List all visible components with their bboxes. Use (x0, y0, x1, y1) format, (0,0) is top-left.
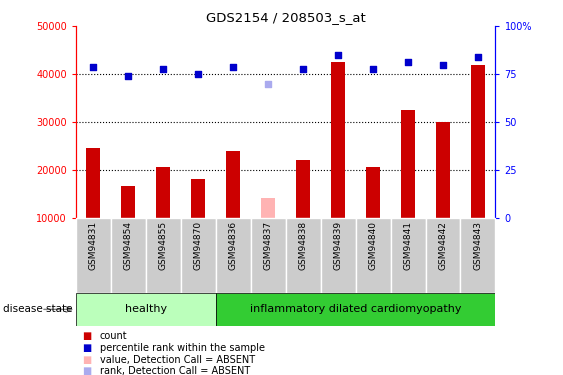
Text: inflammatory dilated cardiomyopathy: inflammatory dilated cardiomyopathy (250, 304, 461, 314)
Text: GSM94855: GSM94855 (159, 221, 168, 270)
Bar (356, 217, 391, 292)
Text: GSM94840: GSM94840 (369, 221, 378, 270)
Text: GSM94842: GSM94842 (439, 221, 448, 270)
Point (229, 64, 238, 70)
Bar (76, 217, 111, 292)
Bar (122, 186, 136, 218)
Bar (251, 217, 286, 292)
Text: ■: ■ (82, 355, 91, 365)
Bar (461, 217, 495, 292)
Bar (216, 217, 251, 292)
Bar (261, 198, 275, 217)
Bar (191, 179, 205, 218)
Point (299, 66, 308, 72)
Point (369, 66, 378, 72)
Bar (76, 292, 216, 326)
Bar (111, 217, 146, 292)
Bar (321, 217, 356, 292)
Bar (216, 292, 495, 326)
Bar (436, 122, 450, 218)
Point (439, 62, 448, 68)
Bar (157, 167, 171, 217)
Point (124, 74, 133, 80)
Bar (331, 62, 345, 217)
Text: GSM94870: GSM94870 (194, 221, 203, 270)
Point (159, 66, 168, 72)
Point (263, 81, 272, 87)
Bar (296, 160, 310, 218)
Bar (401, 110, 415, 218)
Bar (426, 217, 461, 292)
Text: GSM94836: GSM94836 (229, 221, 238, 270)
Text: ■: ■ (82, 366, 91, 375)
Text: healthy: healthy (125, 304, 167, 314)
Text: GSM94843: GSM94843 (473, 221, 482, 270)
Point (334, 52, 343, 58)
Text: GSM94841: GSM94841 (404, 221, 413, 270)
Point (194, 71, 203, 77)
Bar (366, 167, 380, 217)
Text: ■: ■ (82, 331, 91, 340)
Bar (146, 217, 181, 292)
Text: ■: ■ (82, 343, 91, 353)
Text: disease state: disease state (3, 304, 72, 314)
Point (404, 59, 413, 65)
Bar (471, 64, 485, 218)
Text: count: count (100, 331, 127, 340)
Point (473, 54, 482, 60)
Title: GDS2154 / 208503_s_at: GDS2154 / 208503_s_at (206, 11, 365, 24)
Point (89, 64, 98, 70)
Text: value, Detection Call = ABSENT: value, Detection Call = ABSENT (100, 355, 255, 365)
Text: GSM94831: GSM94831 (89, 221, 98, 270)
Text: GSM94854: GSM94854 (124, 221, 133, 270)
Bar (285, 217, 321, 292)
Text: percentile rank within the sample: percentile rank within the sample (100, 343, 265, 353)
Bar (87, 148, 100, 217)
Bar (391, 217, 426, 292)
Text: GSM94837: GSM94837 (263, 221, 272, 270)
Text: GSM94838: GSM94838 (299, 221, 308, 270)
Text: rank, Detection Call = ABSENT: rank, Detection Call = ABSENT (100, 366, 250, 375)
Text: GSM94839: GSM94839 (334, 221, 343, 270)
Bar (226, 150, 240, 217)
Bar (181, 217, 216, 292)
